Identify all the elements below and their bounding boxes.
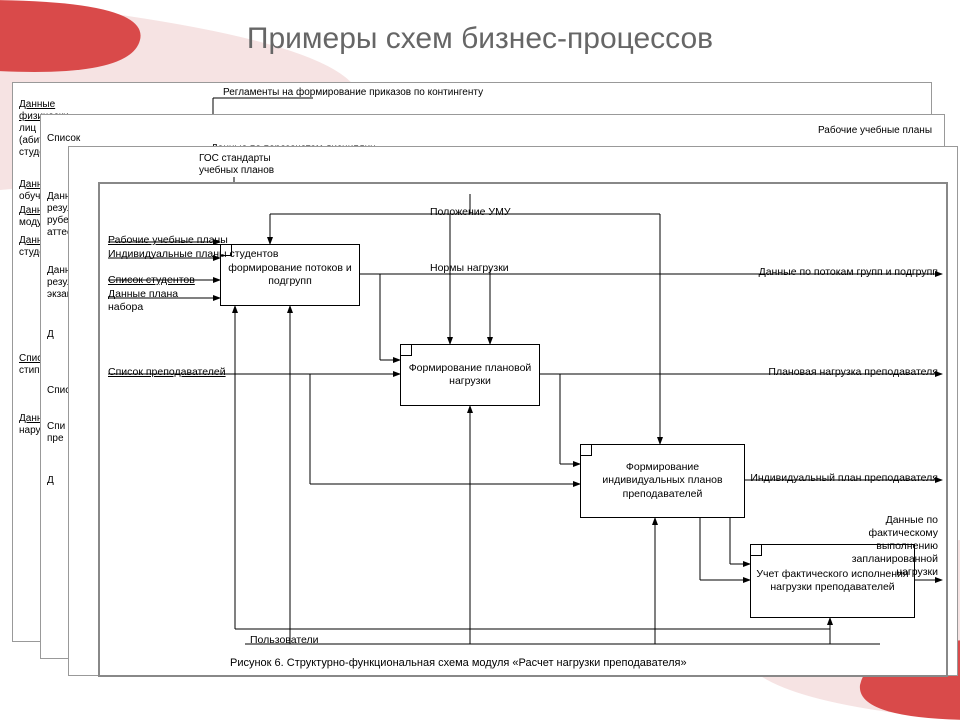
diagram-stack: Регламенты на формирование приказов по к… [12, 82, 948, 682]
arrows-svg [100, 184, 948, 677]
page-title: Примеры схем бизнес-процессов [0, 22, 960, 56]
front-diagram-card: формирование потоков и подгрупп Формиров… [98, 182, 948, 677]
